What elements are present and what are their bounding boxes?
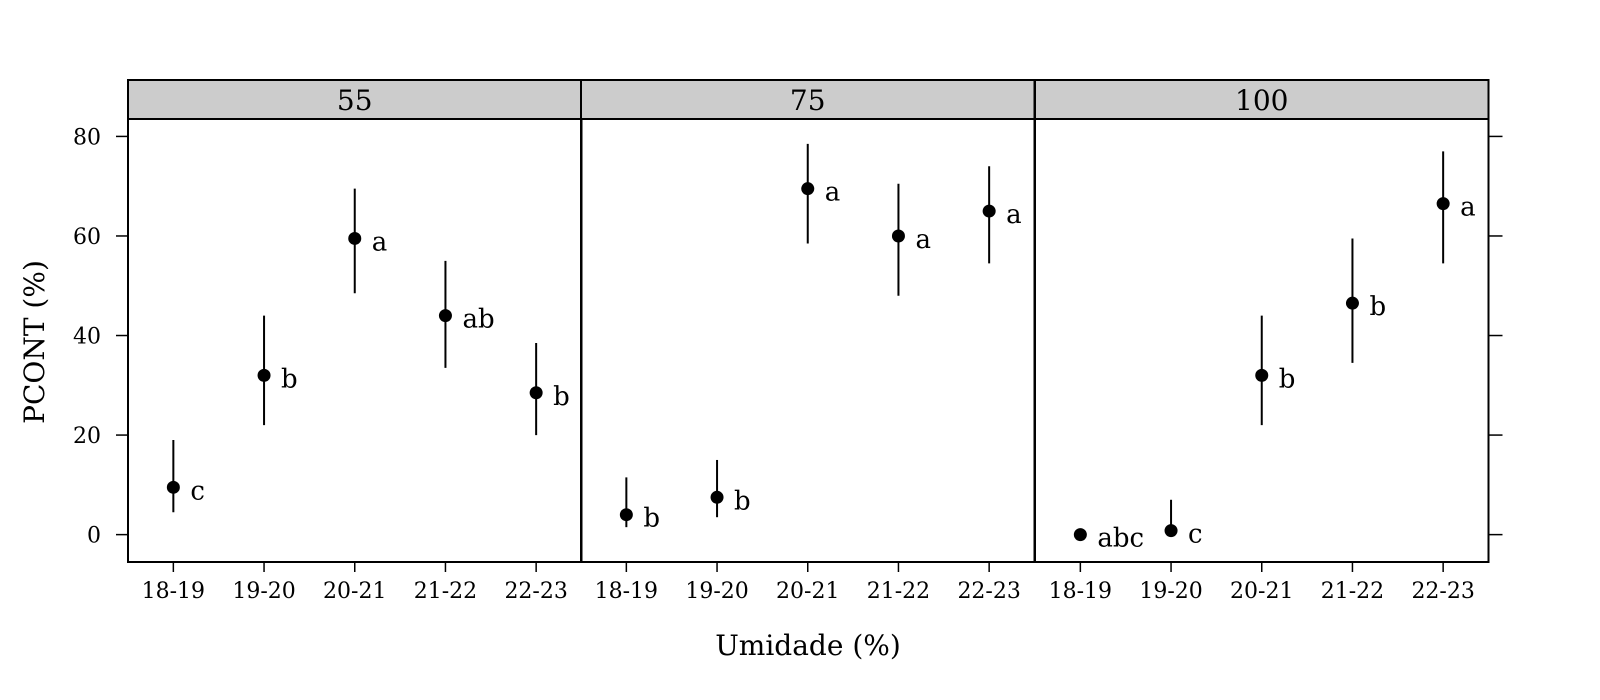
strip-75 [580,79,1036,120]
data-point [982,204,996,218]
y-tick-label: 40 [73,325,101,350]
y-axis-label: PCONT (%) [18,260,51,424]
data-point [1345,296,1359,310]
x-tick-label: 22-23 [504,579,567,604]
x-tick-label: 21-22 [414,579,477,604]
data-point [438,309,452,323]
group-letter: c [1188,520,1203,550]
group-letter: a [1006,200,1022,230]
data-point [1255,368,1269,382]
x-axis: 18-19 19-20 20-21 21-22 22-23 18-19 19-20 20-21… [142,562,1475,604]
y-axis-right [1488,135,1503,536]
data-point [710,490,724,504]
y-tick-label: 20 [73,424,101,449]
group-letter: a [915,225,931,255]
x-tick-label: 19-20 [1139,579,1202,604]
data-point [166,480,180,494]
y-tick-label: 60 [73,225,101,250]
data-point [1073,528,1087,542]
data-point [348,231,362,245]
x-tick-label: 18-19 [595,579,658,604]
group-letter: c [190,476,205,506]
marks: c b a ab b b b a a a abc c b b a [166,143,1476,554]
x-tick-label: 18-19 [1049,579,1112,604]
x-tick-label: 19-20 [232,579,295,604]
x-tick-label: 21-22 [867,579,930,604]
y-tick-label: 80 [73,125,101,150]
x-axis-label: Umidade (%) [715,629,901,662]
group-letter: b [1279,364,1296,394]
x-tick-label: 20-21 [1230,579,1293,604]
data-point [1436,197,1450,211]
data-point [257,368,271,382]
data-point [801,182,815,196]
x-tick-label: 18-19 [142,579,205,604]
group-letter: b [281,364,298,394]
x-tick-label: 21-22 [1321,579,1384,604]
group-letter: b [734,486,751,516]
data-point [619,508,633,522]
group-letter: ab [462,305,494,335]
strip-label: 100 [1235,84,1288,117]
strip-label: 55 [337,84,373,117]
data-point [529,386,543,400]
x-tick-label: 22-23 [1411,579,1474,604]
x-tick-label: 20-21 [323,579,386,604]
strip-55 [127,79,583,120]
x-tick-label: 20-21 [776,579,839,604]
data-point [1164,524,1178,538]
y-tick-label: 0 [87,524,101,549]
data-point [891,229,905,243]
group-letter: a [825,178,841,208]
group-letter: b [1369,292,1386,322]
strips: 55 75 100 [127,79,1490,120]
x-tick-label: 22-23 [957,579,1020,604]
strip-label: 75 [790,84,826,117]
x-tick-label: 19-20 [685,579,748,604]
group-letter: a [372,227,388,257]
y-axis: 0 20 40 60 80 [73,125,128,549]
group-letter: abc [1097,524,1144,554]
group-letter: a [1460,193,1476,223]
group-letter: b [643,504,660,534]
group-letter: b [553,382,570,412]
